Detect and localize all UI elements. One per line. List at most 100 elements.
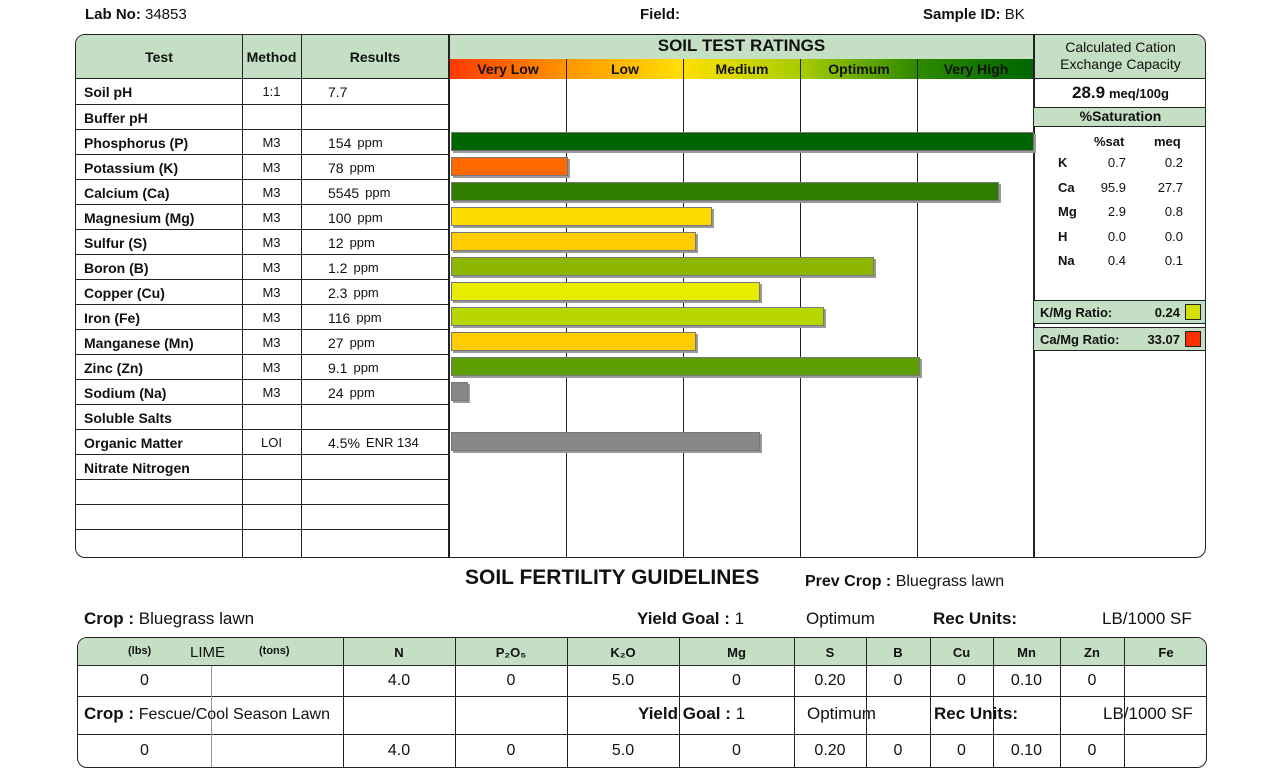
table-row — [76, 529, 449, 557]
col-zn: Zn — [1084, 644, 1100, 660]
col-test: Test — [145, 49, 173, 65]
test-name: Iron (Fe) — [84, 309, 140, 326]
sample-id: Sample ID: BK — [923, 6, 1025, 23]
rating-bar — [451, 432, 760, 451]
table-row: Sodium (Na) M3 24 ppm — [76, 379, 449, 404]
test-method — [242, 505, 301, 530]
guideline-value: 5.0 — [611, 742, 635, 759]
guideline-value: 0.10 — [1010, 742, 1043, 759]
ratings-title: SOIL TEST RATINGS — [657, 36, 826, 55]
col-sat: %sat — [1094, 134, 1125, 149]
rating-bar — [451, 282, 760, 301]
test-method: 1:1 — [262, 84, 281, 99]
level-2: Optimum — [807, 704, 876, 723]
test-method — [242, 530, 301, 555]
test-method: M3 — [262, 360, 281, 375]
saturation-sat: 0.0 — [1107, 228, 1126, 244]
lime-header: LIME — [190, 644, 226, 661]
test-name: Calcium (Ca) — [84, 184, 170, 201]
yield-goal-2: Yield Goal : 1 — [638, 704, 746, 723]
guideline-value: 4.0 — [387, 742, 411, 759]
sample-id-label: Sample ID: — [923, 6, 1001, 23]
table-row: Copper (Cu) M3 2.3 ppm — [76, 279, 449, 304]
test-result: 9.1 ppm — [328, 359, 379, 376]
saturation-sat: 95.9 — [1100, 179, 1126, 195]
rating-bar — [451, 382, 469, 401]
test-result: 1.2 ppm — [328, 259, 379, 276]
table-row: Zinc (Zn) M3 9.1 ppm — [76, 354, 449, 379]
test-method: M3 — [262, 135, 281, 150]
cec-value: 28.9 meq/100g — [1072, 83, 1169, 102]
test-name: Sodium (Na) — [84, 384, 167, 401]
guideline-value: 0 — [1087, 672, 1097, 689]
saturation-ion: Mg — [1058, 204, 1077, 219]
test-method: M3 — [262, 335, 281, 350]
col-method: Method — [246, 49, 297, 65]
guideline-value: 0 — [957, 742, 966, 759]
test-method: M3 — [262, 235, 281, 250]
k-mg-swatch — [1185, 304, 1201, 320]
test-name: Soluble Salts — [84, 409, 172, 426]
guideline-value: 0 — [506, 672, 516, 689]
test-result: 100 ppm — [328, 209, 383, 226]
guideline-value: 0.10 — [1010, 672, 1043, 689]
test-name: Nitrate Nitrogen — [84, 459, 190, 476]
saturation-meq: 0.1 — [1164, 253, 1183, 268]
table-row — [76, 504, 449, 529]
col-mn: Mn — [1017, 644, 1036, 660]
guideline-value — [211, 666, 343, 696]
test-result — [302, 505, 448, 530]
test-name: Potassium (K) — [84, 159, 179, 176]
test-method — [242, 455, 301, 480]
ca-mg-ratio: Ca/Mg Ratio: 33.07 — [1034, 327, 1205, 351]
guideline-value: 0 — [732, 742, 741, 759]
test-result: 5545 ppm — [328, 184, 391, 201]
test-result: 7.7 — [328, 83, 348, 100]
guideline-value: 0.20 — [814, 742, 846, 759]
col-meq: meq — [1154, 134, 1181, 149]
guidelines-table: (lbs) LIME (tons) N P₂O₅ K₂O Mg S B Cu Mn Zn Fe 0 4… — [77, 637, 1207, 768]
test-method — [242, 480, 301, 505]
rec-units-label-2: Rec Units: — [934, 704, 1019, 723]
rating-bar — [451, 132, 1034, 151]
lab-no-value: 34853 — [145, 6, 187, 23]
test-name: Zinc (Zn) — [84, 359, 144, 376]
table-row: Organic Matter LOI 4.5% ENR 134 — [76, 429, 449, 454]
table-row: Buffer pH — [76, 104, 449, 129]
crop-2: Crop : Fescue/Cool Season Lawn — [84, 704, 331, 723]
test-result: 27 ppm — [328, 334, 375, 351]
rating-bar — [451, 357, 921, 376]
test-method: LOI — [261, 435, 282, 450]
table-row: Phosphorus (P) M3 154 ppm — [76, 129, 449, 154]
rating-scale-optimum: Optimum — [800, 59, 917, 79]
test-result — [302, 405, 448, 430]
saturation-meq: 27.7 — [1157, 179, 1183, 195]
saturation-title: %Saturation — [1034, 107, 1205, 127]
test-name: Buffer pH — [84, 109, 148, 126]
lab-no-label: Lab No: — [85, 6, 141, 23]
rating-bar — [451, 257, 875, 276]
col-s: S — [825, 644, 835, 660]
lab-no: Lab No: 34853 — [85, 6, 187, 23]
test-name: Manganese (Mn) — [84, 334, 194, 351]
table-row: Soil pH 1:1 7.7 — [76, 79, 449, 104]
field-label: Field: — [640, 6, 680, 23]
col-fe: Fe — [1158, 644, 1174, 660]
guideline-value — [1124, 734, 1206, 767]
test-method: M3 — [262, 285, 281, 300]
ca-mg-swatch — [1185, 331, 1201, 347]
table-row: Soluble Salts — [76, 404, 449, 429]
test-name: Sulfur (S) — [84, 234, 147, 251]
test-name: Soil pH — [84, 83, 133, 100]
test-name: Magnesium (Mg) — [84, 209, 195, 226]
level-1: Optimum — [806, 609, 875, 628]
test-method: M3 — [262, 160, 281, 175]
test-result — [302, 530, 448, 555]
table-row: Sulfur (S) M3 12 ppm — [76, 229, 449, 254]
rating-bar — [451, 182, 1000, 201]
saturation-ion: Na — [1058, 253, 1075, 268]
guideline-value: 0 — [957, 672, 966, 689]
test-method: M3 — [262, 260, 281, 275]
rec-units-label-1: Rec Units: — [933, 609, 1018, 628]
table-row: Nitrate Nitrogen — [76, 454, 449, 479]
